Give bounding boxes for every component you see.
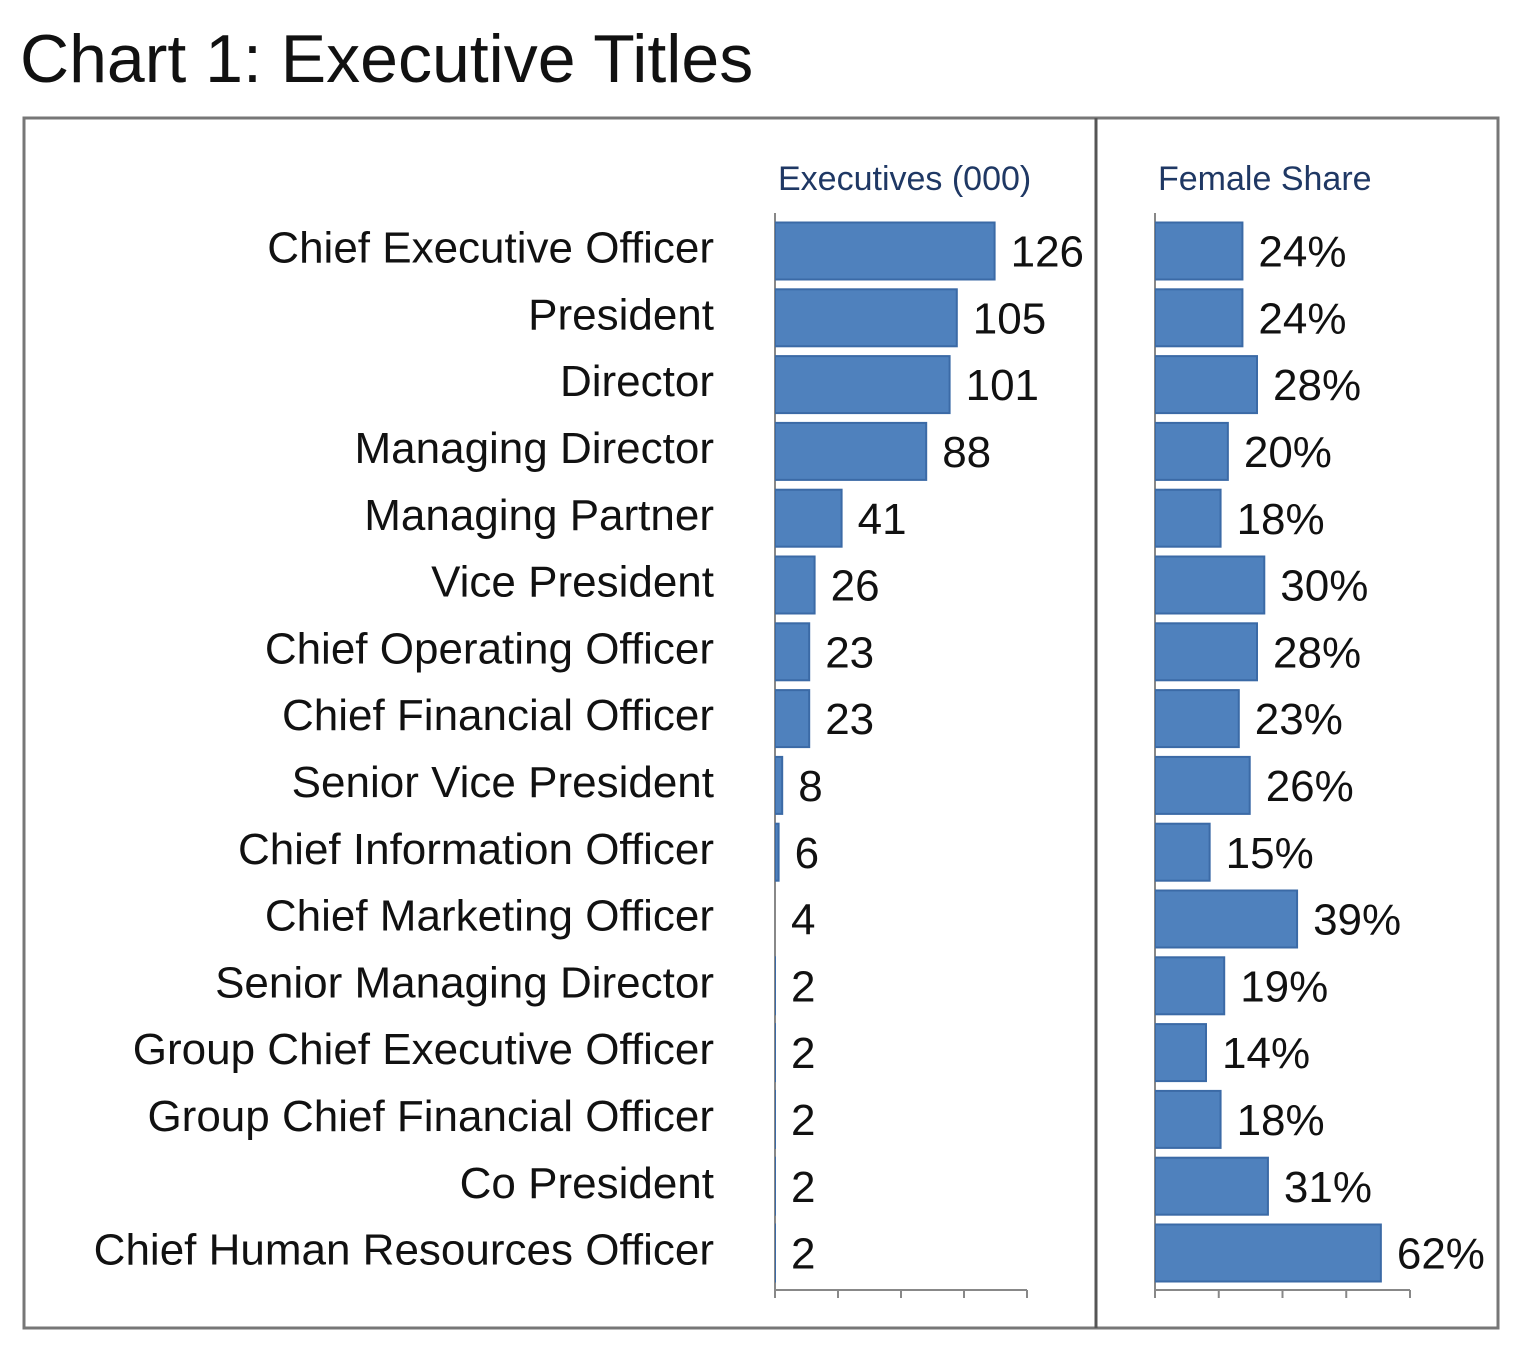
category-label: Group Chief Financial Officer xyxy=(147,1092,714,1141)
bar xyxy=(775,822,780,882)
value-label: 18% xyxy=(1237,1096,1325,1145)
category-label: Co President xyxy=(460,1159,714,1208)
bar xyxy=(775,956,777,1016)
bar xyxy=(1155,956,1226,1016)
bar xyxy=(775,1156,777,1216)
value-label: 18% xyxy=(1237,495,1325,544)
category-label: Senior Managing Director xyxy=(215,958,714,1007)
value-label: 2 xyxy=(791,1029,815,1078)
frame xyxy=(22,116,1500,1330)
page-title: Chart 1: Executive Titles xyxy=(20,21,753,97)
value-label: 23 xyxy=(825,628,874,677)
value-label: 2 xyxy=(791,1163,815,1212)
bar xyxy=(775,1023,777,1083)
value-label: 24% xyxy=(1258,294,1346,343)
value-label: 2 xyxy=(791,1096,815,1145)
value-label: 2 xyxy=(791,962,815,1011)
category-label: Chief Operating Officer xyxy=(265,624,714,673)
value-label: 23 xyxy=(825,695,874,744)
value-label: 24% xyxy=(1258,228,1346,277)
value-label: 8 xyxy=(798,762,822,811)
category-label: Vice President xyxy=(431,558,714,607)
bars xyxy=(775,221,996,1283)
value-label: 14% xyxy=(1222,1029,1310,1078)
bar xyxy=(1155,355,1258,415)
bar xyxy=(1155,889,1299,949)
value-label: 28% xyxy=(1273,361,1361,410)
category-label: Chief Information Officer xyxy=(238,825,714,874)
bar xyxy=(1155,421,1229,481)
value-label: 23% xyxy=(1255,695,1343,744)
value-label: 19% xyxy=(1240,962,1328,1011)
bar xyxy=(775,421,928,481)
bar xyxy=(775,488,843,548)
value-label: 2 xyxy=(791,1230,815,1279)
bar xyxy=(775,555,816,615)
bar xyxy=(775,1089,777,1149)
value-label: 105 xyxy=(973,294,1046,343)
bar xyxy=(1155,288,1244,348)
value-label: 26% xyxy=(1266,762,1354,811)
value-label: 30% xyxy=(1280,562,1368,611)
category-label: Director xyxy=(560,357,714,406)
value-label: 101 xyxy=(966,361,1039,410)
bar xyxy=(775,622,811,682)
bar xyxy=(775,288,958,348)
value-label: 4 xyxy=(791,896,815,945)
panel-title: Executives (000) xyxy=(778,160,1031,198)
category-label: Managing Director xyxy=(355,424,715,473)
bar xyxy=(1155,755,1251,815)
category-label: Chief Financial Officer xyxy=(282,691,714,740)
value-label: 28% xyxy=(1273,628,1361,677)
value-label: 31% xyxy=(1284,1163,1372,1212)
bar xyxy=(775,689,811,749)
bar xyxy=(1155,622,1258,682)
bar xyxy=(1155,221,1244,281)
bar xyxy=(775,221,996,281)
category-label: Senior Vice President xyxy=(292,758,714,807)
value-label: 62% xyxy=(1397,1230,1485,1279)
category-label: Group Chief Executive Officer xyxy=(133,1025,714,1074)
value-label: 41 xyxy=(858,495,907,544)
bar xyxy=(1155,555,1266,615)
bar xyxy=(1155,822,1211,882)
bar xyxy=(775,1223,777,1283)
value-label: 126 xyxy=(1011,228,1084,277)
bar xyxy=(1155,1023,1207,1083)
value-label: 6 xyxy=(795,829,819,878)
category-label: Managing Partner xyxy=(364,491,714,540)
bar xyxy=(775,755,784,815)
bar xyxy=(1155,689,1240,749)
value-label: 39% xyxy=(1313,896,1401,945)
category-label: President xyxy=(528,290,714,339)
value-label: 26 xyxy=(831,562,880,611)
bars xyxy=(1155,221,1382,1283)
bar xyxy=(1155,1156,1269,1216)
category-label: Chief Marketing Officer xyxy=(265,892,714,941)
value-label: 88 xyxy=(942,428,991,477)
bar xyxy=(775,355,951,415)
category-label: Chief Human Resources Officer xyxy=(94,1226,714,1275)
bar xyxy=(1155,488,1222,548)
category-label: Chief Executive Officer xyxy=(267,224,714,273)
value-label: 20% xyxy=(1244,428,1332,477)
bar xyxy=(1155,1223,1382,1283)
panel-title: Female Share xyxy=(1158,160,1372,198)
value-label: 15% xyxy=(1226,829,1314,878)
bar xyxy=(1155,1089,1222,1149)
